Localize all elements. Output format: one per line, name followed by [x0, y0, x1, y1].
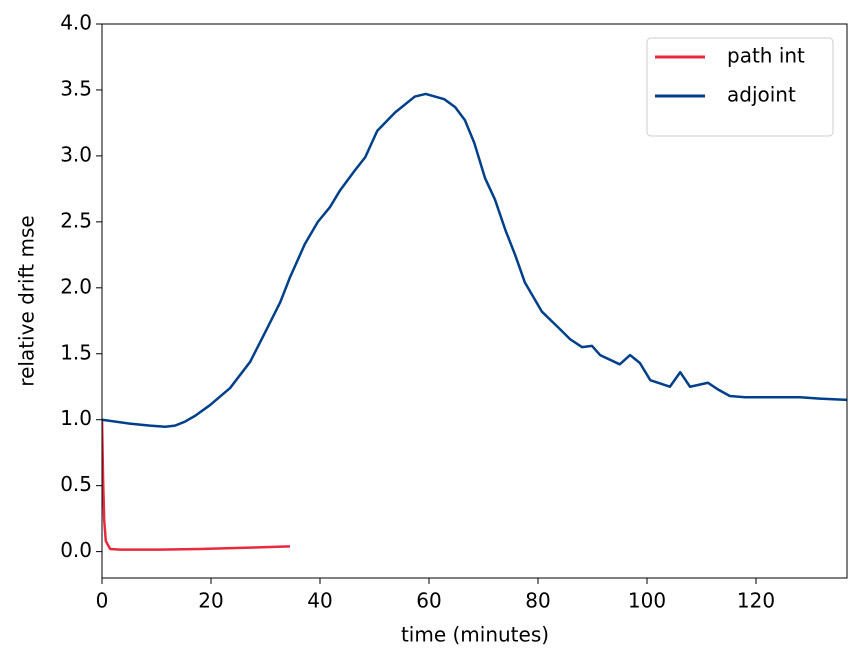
y-axis-label: relative drift mse [15, 215, 39, 386]
legend-box [646, 37, 834, 137]
x-tick-label: 120 [737, 589, 775, 613]
legend-label: path int [727, 44, 805, 68]
y-tick-label: 0.5 [60, 472, 92, 496]
legend-label: adjoint [727, 83, 796, 107]
x-tick-label: 60 [416, 589, 441, 613]
plot-area [102, 92, 847, 551]
y-tick-label: 2.0 [60, 274, 92, 298]
x-tick-label: 20 [198, 589, 223, 613]
plot-frame [101, 23, 848, 579]
y-tick-label: 2.5 [60, 208, 92, 232]
x-tick-label: 100 [628, 589, 666, 613]
data-line [102, 419, 291, 551]
y-tick-label: 1.5 [60, 340, 92, 364]
y-tick-label: 4.0 [60, 11, 92, 35]
y-tick-label: 3.5 [60, 76, 92, 100]
x-tick-label: 40 [307, 589, 332, 613]
x-tick-label: 0 [96, 589, 109, 613]
y-tick-label: 3.0 [60, 142, 92, 166]
x-tick-label: 80 [525, 589, 550, 613]
x-axis-label: time (minutes) [401, 623, 549, 647]
y-tick-label: 0.0 [60, 538, 92, 562]
data-line [102, 92, 847, 428]
y-tick-label: 1.0 [60, 406, 92, 430]
